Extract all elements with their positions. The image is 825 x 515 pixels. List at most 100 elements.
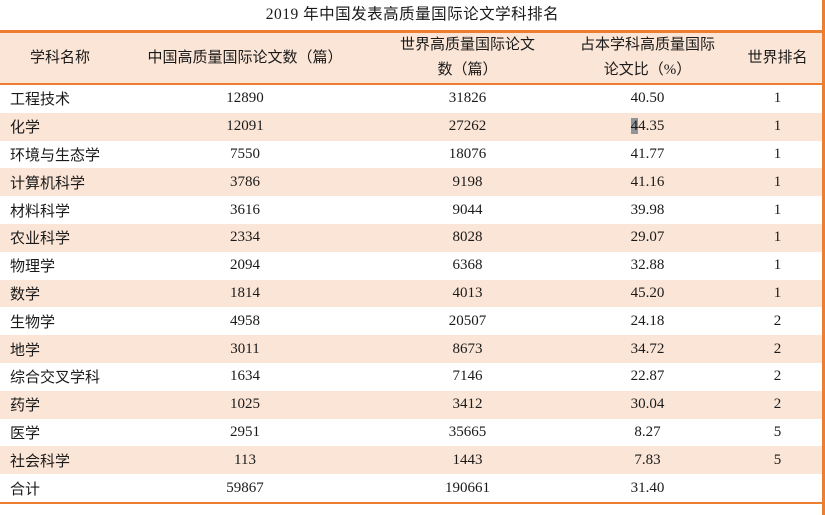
table-row: 医学 2951 35665 8.27 5 (0, 419, 825, 447)
right-edge-accent-bar (822, 0, 825, 515)
cell-world-count: 7146 (452, 368, 483, 385)
header-line: 占本学科高质量国际 (579, 37, 715, 53)
cell-percent: 29.07 (630, 229, 665, 246)
table-row: 材料科学 3616 9044 39.98 1 (0, 196, 825, 224)
cell-discipline: 医学 (10, 425, 41, 442)
ranking-table: 学科名称 中国高质量国际论文数（篇） 世界高质量国际论文 数（篇） 占本学科高质量… (0, 30, 825, 504)
cell-china-count: 113 (234, 451, 256, 468)
cell-percent: 22.87 (630, 368, 665, 385)
cell-world-rank: 1 (773, 90, 782, 107)
cell-china-count: 1814 (230, 284, 260, 301)
cell-world-count: 4013 (452, 284, 483, 301)
cell-world-rank: 1 (773, 145, 782, 162)
table-row: 农业科学 2334 8028 29.07 1 (0, 223, 825, 252)
cell-percent: 8.27 (634, 423, 661, 440)
cell-world-count: 8673 (452, 340, 483, 357)
cell-world-count: 35665 (448, 423, 487, 440)
cell-china-count: 1025 (230, 396, 260, 413)
cell-world-count: 8028 (452, 229, 483, 246)
header-row: 学科名称 中国高质量国际论文数（篇） 世界高质量国际论文 数（篇） 占本学科高质量… (0, 30, 825, 85)
cell-discipline: 社会科学 (10, 453, 71, 470)
cell-china-count: 3616 (230, 201, 260, 218)
cell-discipline: 环境与生态学 (10, 147, 101, 164)
cell-discipline: 材料科学 (10, 203, 71, 220)
table-row: 数学 1814 4013 45.20 1 (0, 279, 825, 308)
cell-percent: 7.83 (634, 451, 661, 468)
cell-percent: 34.72 (630, 340, 665, 357)
cell-discipline: 数学 (10, 286, 41, 303)
cell-percent: 41.77 (630, 145, 665, 162)
cell-percent: 41.16 (630, 173, 665, 190)
cell-world-rank: 1 (773, 118, 782, 135)
table-row: 工程技术 12890 31826 40.50 1 (0, 84, 825, 113)
cell-percent: 40.50 (630, 90, 665, 107)
cell-discipline: 化学 (10, 120, 41, 137)
cell-world-count: 6368 (452, 257, 483, 274)
cell-discipline: 综合交叉学科 (10, 370, 101, 387)
column-header-china-count: 中国高质量国际论文数（篇） (120, 30, 370, 85)
cell-china-count: 3786 (230, 173, 260, 190)
cell-world-rank: 1 (773, 257, 782, 274)
cell-china-count: 7550 (230, 145, 260, 162)
cell-world-rank: 1 (773, 284, 782, 301)
header-line: 世界排名 (747, 49, 808, 66)
cell-world-count: 3412 (452, 396, 483, 413)
cell-world-count: 1443 (452, 451, 483, 468)
cell-percent: 39.98 (630, 201, 665, 218)
cell-percent: 31.40 (565, 474, 730, 504)
table-row: 社会科学 113 1443 7.83 5 (0, 446, 825, 475)
cell-china-count: 59867 (120, 474, 370, 504)
table-row: 计算机科学 3786 9198 41.16 1 (0, 168, 825, 197)
column-header-world-rank: 世界排名 (730, 30, 825, 85)
header-line: 数（篇） (437, 62, 498, 78)
column-header-world-count: 世界高质量国际论文 数（篇） (370, 30, 565, 85)
table-row: 化学 12091 27262 44.35 1 (0, 112, 825, 141)
header-line: 论文比（%） (603, 62, 692, 78)
cell-percent: 44.35 (565, 113, 730, 141)
cell-china-count: 3011 (230, 340, 260, 357)
cell-world-rank: 2 (773, 312, 782, 329)
cell-china-count: 1634 (230, 368, 260, 385)
cell-china-count: 12890 (226, 90, 264, 107)
table-row: 物理学 2094 6368 32.88 1 (0, 252, 825, 280)
cell-world-rank: 2 (773, 340, 782, 357)
cell-world-rank: 1 (773, 201, 782, 218)
cell-discipline: 地学 (10, 342, 41, 359)
cell-china-count: 2951 (230, 423, 260, 440)
cell-discipline: 药学 (10, 398, 41, 415)
cell-world-count: 18076 (448, 145, 487, 162)
cell-discipline: 物理学 (10, 259, 56, 276)
cell-world-count: 9198 (452, 173, 483, 190)
cell-discipline: 合计 (0, 474, 120, 504)
table-row: 合计 59867 190661 31.40 (0, 474, 825, 504)
cell-percent: 32.88 (630, 257, 665, 274)
cell-world-count: 9044 (452, 201, 483, 218)
header-line: 学科名称 (29, 49, 90, 66)
cell-world-count: 31826 (448, 90, 487, 107)
table-row: 药学 1025 3412 30.04 2 (0, 390, 825, 419)
cell-world-count: 27262 (448, 118, 487, 135)
cell-discipline: 农业科学 (10, 231, 71, 248)
cell-world-rank: 5 (773, 451, 782, 468)
header-line: 中国高质量国际论文数（篇） (147, 49, 343, 66)
cell-world-count: 190661 (370, 474, 565, 504)
cell-discipline: 计算机科学 (10, 175, 86, 192)
cell-percent: 30.04 (630, 396, 665, 413)
cell-world-rank: 2 (773, 396, 782, 413)
cell-china-count: 4958 (230, 312, 260, 329)
column-header-percent: 占本学科高质量国际 论文比（%） (565, 30, 730, 85)
cell-china-count: 12091 (226, 118, 264, 135)
cell-percent: 45.20 (630, 284, 665, 301)
table-row: 综合交叉学科 1634 7146 22.87 2 (0, 363, 825, 391)
header-line: 世界高质量国际论文 (399, 37, 535, 53)
highlighted-digit: 4 (630, 118, 639, 135)
cell-china-count: 2094 (230, 257, 260, 274)
percent-rest: 4.35 (638, 118, 665, 135)
table-row: 生物学 4958 20507 24.18 2 (0, 307, 825, 335)
cell-china-count: 2334 (230, 229, 260, 246)
table-row: 地学 3011 8673 34.72 2 (0, 335, 825, 363)
column-header-discipline: 学科名称 (0, 30, 120, 85)
cell-world-rank: 5 (773, 423, 782, 440)
cell-discipline: 工程技术 (10, 92, 71, 109)
cell-world-count: 20507 (448, 312, 487, 329)
